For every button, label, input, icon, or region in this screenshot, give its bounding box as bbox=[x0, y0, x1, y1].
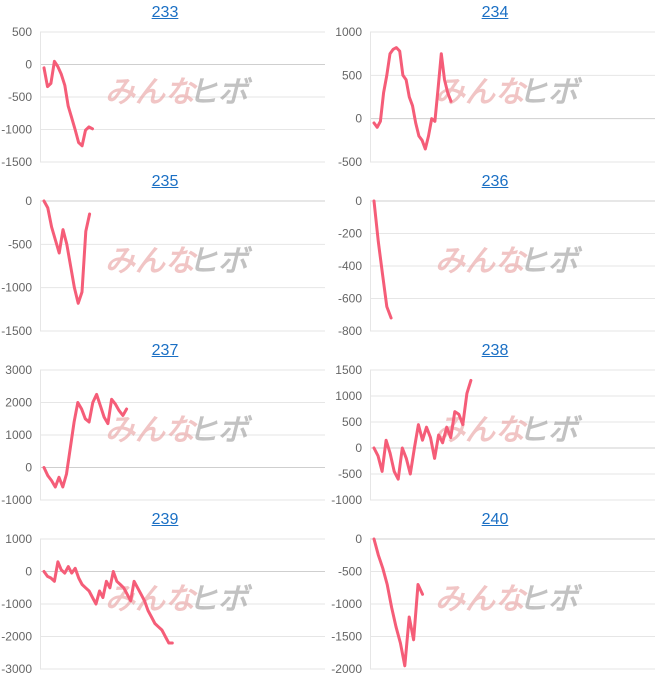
y-tick-label: -1500 bbox=[331, 630, 362, 644]
chart-panel-240: 240 0 -500 -1000 -1500 -2000 みんな ヒボ bbox=[330, 507, 660, 676]
chart-title-link[interactable]: 236 bbox=[481, 173, 509, 190]
chart-title-link[interactable]: 239 bbox=[151, 511, 179, 528]
chart-panel-233: 233 500 0 -500 -1000 -1500 みんな ヒボ bbox=[0, 0, 330, 169]
series-line bbox=[372, 537, 424, 668]
chart-title-link[interactable]: 240 bbox=[481, 511, 509, 528]
y-tick-label: -500 bbox=[338, 155, 362, 169]
watermark-red: みんな bbox=[435, 75, 528, 110]
y-tick-label: -500 bbox=[338, 467, 362, 481]
chart-title-link[interactable]: 234 bbox=[481, 4, 509, 21]
series-line bbox=[42, 59, 94, 148]
watermark-gray: ヒボ bbox=[188, 244, 253, 279]
y-tick-label: 1000 bbox=[335, 25, 362, 39]
watermark-gray: ヒボ bbox=[188, 582, 253, 617]
watermark-red: みんな bbox=[105, 582, 198, 617]
y-tick-label: 500 bbox=[12, 25, 32, 39]
y-tick-label: -800 bbox=[338, 324, 362, 338]
y-tick-label: 1500 bbox=[335, 363, 362, 377]
y-tick-label: -500 bbox=[338, 565, 362, 579]
series-line bbox=[42, 560, 174, 645]
watermark-red: みんな bbox=[105, 413, 198, 448]
series-line bbox=[372, 199, 393, 320]
y-tick-label: 1000 bbox=[5, 428, 32, 442]
y-tick-label: 0 bbox=[355, 532, 362, 546]
y-tick-label: -1500 bbox=[1, 155, 32, 169]
y-tick-label: 0 bbox=[355, 194, 362, 208]
y-tick-label: -1000 bbox=[1, 597, 32, 611]
y-tick-label: 0 bbox=[25, 58, 32, 72]
y-tick-label: 0 bbox=[25, 565, 32, 579]
y-tick-label: 0 bbox=[355, 441, 362, 455]
y-tick-label: 500 bbox=[342, 68, 362, 82]
watermark-red: みんな bbox=[105, 75, 198, 110]
chart-panel-239: 239 1000 0 -1000 -2000 -3000 みんな ヒボ bbox=[0, 507, 330, 676]
y-tick-label: -500 bbox=[8, 90, 32, 104]
y-tick-label: 3000 bbox=[5, 363, 32, 377]
watermark-gray: ヒボ bbox=[188, 413, 253, 448]
watermark-gray: ヒボ bbox=[518, 413, 583, 448]
watermark-gray: ヒボ bbox=[188, 75, 253, 110]
chart-panel-235: 235 0 -500 -1000 -1500 みんな ヒボ bbox=[0, 169, 330, 338]
y-tick-label: -1000 bbox=[1, 123, 32, 137]
y-tick-label: -1500 bbox=[1, 324, 32, 338]
y-tick-label: -1000 bbox=[331, 597, 362, 611]
y-tick-label: -3000 bbox=[1, 662, 32, 676]
chart-title-link[interactable]: 235 bbox=[151, 173, 179, 190]
y-tick-label: 2000 bbox=[5, 396, 32, 410]
chart-title-link[interactable]: 233 bbox=[151, 4, 179, 21]
chart-panel-237: 237 3000 2000 1000 0 -1000 みんな ヒボ bbox=[0, 338, 330, 507]
watermark-red: みんな bbox=[435, 244, 528, 279]
y-tick-label: -200 bbox=[338, 227, 362, 241]
chart-title-link[interactable]: 237 bbox=[151, 342, 179, 359]
chart-panel-234: 234 1000 500 0 -500 みんな ヒボ bbox=[330, 0, 660, 169]
y-tick-label: -1000 bbox=[1, 281, 32, 295]
chart-title-link[interactable]: 238 bbox=[481, 342, 509, 359]
y-tick-label: 0 bbox=[25, 461, 32, 475]
y-tick-label: 1000 bbox=[5, 532, 32, 546]
y-tick-label: -600 bbox=[338, 292, 362, 306]
y-tick-label: -1000 bbox=[331, 493, 362, 507]
y-tick-label: -1000 bbox=[1, 493, 32, 507]
watermark-red: みんな bbox=[435, 582, 528, 617]
y-tick-label: -2000 bbox=[331, 662, 362, 676]
watermark-gray: ヒボ bbox=[518, 244, 583, 279]
y-tick-label: -2000 bbox=[1, 630, 32, 644]
y-tick-label: 0 bbox=[355, 112, 362, 126]
chart-panel-238: 238 1500 1000 500 0 -500 -1000 みんな ヒボ bbox=[330, 338, 660, 507]
y-tick-label: -500 bbox=[8, 237, 32, 251]
y-tick-label: 500 bbox=[342, 415, 362, 429]
y-tick-label: 0 bbox=[25, 194, 32, 208]
watermark-red: みんな bbox=[105, 244, 198, 279]
y-tick-label: 1000 bbox=[335, 389, 362, 403]
watermark-gray: ヒボ bbox=[518, 582, 583, 617]
watermark-gray: ヒボ bbox=[518, 75, 583, 110]
chart-panel-236: 236 0 -200 -400 -600 -800 みんな ヒボ bbox=[330, 169, 660, 338]
y-tick-label: -400 bbox=[338, 259, 362, 273]
